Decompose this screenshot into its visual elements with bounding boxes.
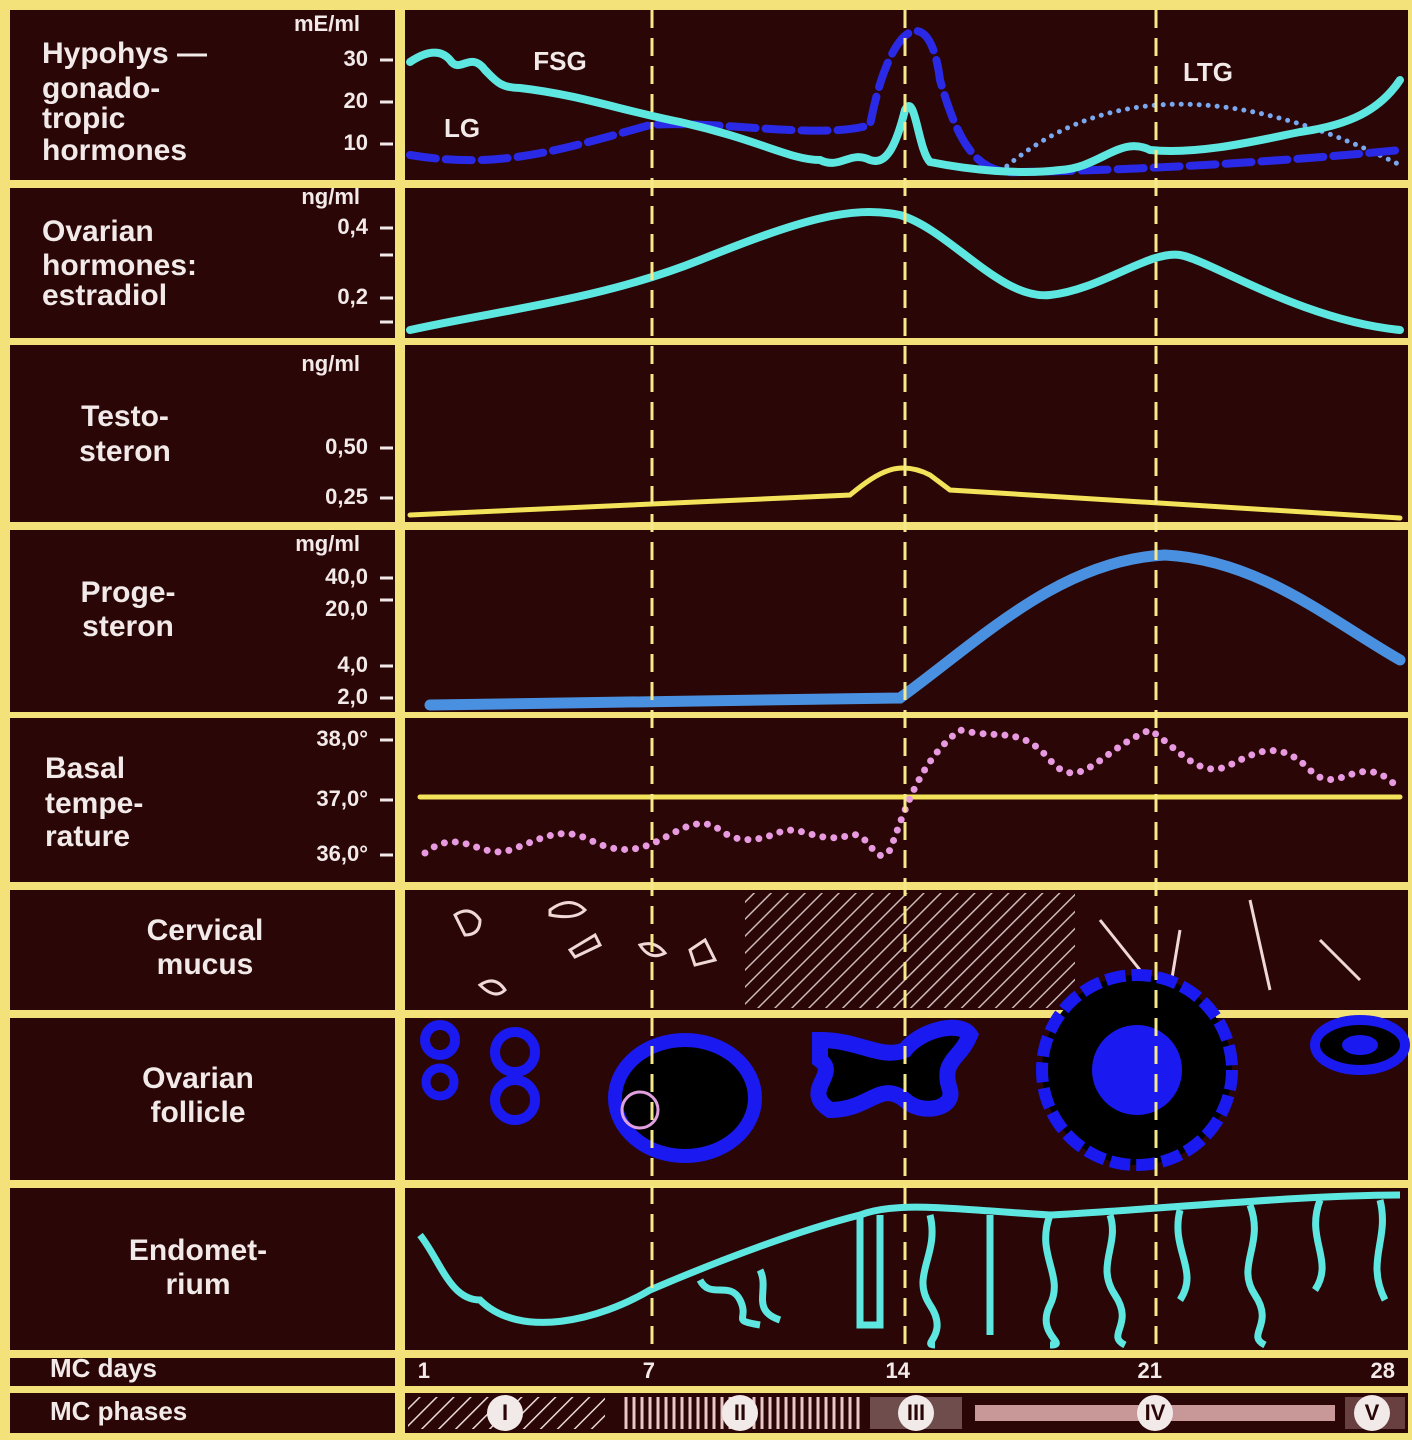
tick-label: 20,0 xyxy=(325,596,368,621)
row-label: Testo- xyxy=(81,400,169,433)
row-label: tropic xyxy=(42,102,125,135)
row-label: Ovarian xyxy=(42,215,154,248)
phase-label: III xyxy=(907,1400,925,1425)
row-label: steron xyxy=(79,435,171,468)
tick-label: 2,0 xyxy=(337,684,368,709)
row-label: follicle xyxy=(150,1096,245,1129)
phase-label: V xyxy=(1365,1400,1380,1425)
tick-label: 30 xyxy=(344,46,368,71)
row-label: rium xyxy=(165,1268,230,1301)
row-label: estradiol xyxy=(42,279,167,312)
day-tick: 28 xyxy=(1371,1358,1395,1383)
tick-label: 37,0° xyxy=(316,786,368,811)
phase-label: I xyxy=(502,1400,508,1425)
day-tick: 14 xyxy=(886,1358,911,1383)
panels xyxy=(10,10,1408,1433)
curve-label: LG xyxy=(444,113,480,143)
row-label: tempe- xyxy=(45,787,143,820)
row-label: mucus xyxy=(157,948,254,981)
row-label: Cervical xyxy=(147,914,264,947)
day-tick: 21 xyxy=(1138,1358,1162,1383)
day-tick: 1 xyxy=(418,1358,430,1383)
cycle-diagram: Hypohys —gonado-tropichormones mE/ml 30 20 1… xyxy=(0,0,1412,1440)
unit-label: ng/ml xyxy=(301,184,360,209)
tick-label: 0,25 xyxy=(325,484,368,509)
tick-label: 38,0° xyxy=(316,726,368,751)
phases-label: MC phases xyxy=(50,1396,187,1426)
row-label: Proge- xyxy=(80,576,175,609)
tick-label: 20 xyxy=(344,88,368,113)
row-label: Basal xyxy=(45,752,125,785)
tick-label: 10 xyxy=(344,130,368,155)
unit-label: ng/ml xyxy=(301,351,360,376)
phase-label: IV xyxy=(1145,1400,1166,1425)
days-label: MC days xyxy=(50,1353,157,1383)
row-label: Endomet- xyxy=(129,1234,267,1267)
unit-label: mE/ml xyxy=(294,11,360,36)
row-label: gonado- xyxy=(42,72,160,105)
tick-label: 4,0 xyxy=(337,652,368,677)
curve-label: LTG xyxy=(1183,57,1233,87)
unit-label: mg/ml xyxy=(295,531,360,556)
tick-label: 0,4 xyxy=(337,214,368,239)
row-label: hormones: xyxy=(42,249,197,282)
tick-label: 0,2 xyxy=(337,284,368,309)
curve-label: FSG xyxy=(533,46,586,76)
row-label: Hypohys — xyxy=(42,37,207,70)
tick-label: 40,0 xyxy=(325,564,368,589)
tick-label: 36,0° xyxy=(316,841,368,866)
row-label: steron xyxy=(82,610,174,643)
row-label: hormones xyxy=(42,134,187,167)
row-label: Ovarian xyxy=(142,1062,254,1095)
phase-label: II xyxy=(734,1400,746,1425)
day-tick: 7 xyxy=(643,1358,655,1383)
tick-label: 0,50 xyxy=(325,434,368,459)
row-label: rature xyxy=(45,820,130,853)
